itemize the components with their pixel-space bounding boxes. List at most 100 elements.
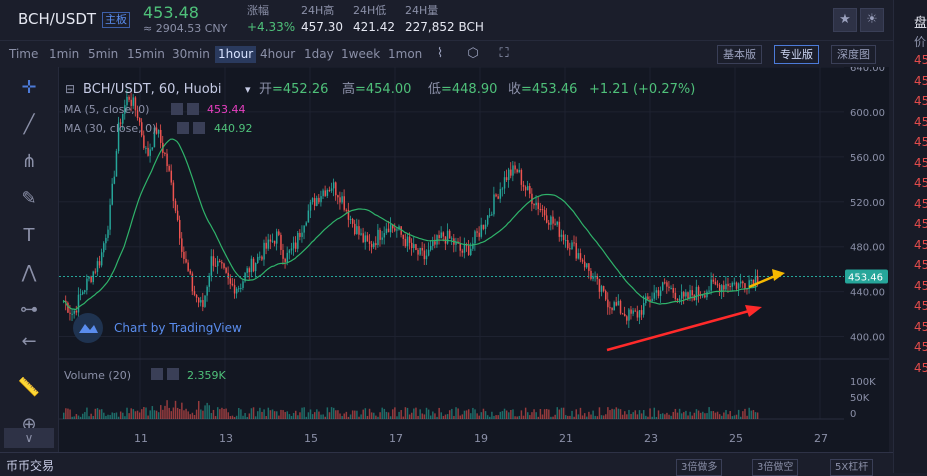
volume-bar xyxy=(400,410,402,419)
volume-bar xyxy=(206,402,208,419)
ruler-icon[interactable]: 📏 xyxy=(17,377,41,398)
crosshair-icon[interactable]: ✛ xyxy=(21,77,37,98)
volume-bar xyxy=(676,412,679,419)
candle-body xyxy=(157,129,160,134)
tf-1min[interactable]: 1min xyxy=(49,47,80,61)
depth-chart-button[interactable]: 深度图 xyxy=(831,45,876,64)
candle-body xyxy=(309,202,312,211)
price-axis[interactable] xyxy=(844,67,889,452)
tf-1day[interactable]: 1day xyxy=(304,47,334,61)
candle-body xyxy=(358,226,360,235)
trendline-icon[interactable]: ╱ xyxy=(23,114,35,135)
long-3x-button[interactable]: 3倍做多 xyxy=(676,459,723,476)
legend-symbol-caret[interactable]: ▾ xyxy=(245,83,251,96)
candle-body xyxy=(626,316,628,321)
volume-bar xyxy=(128,413,130,419)
volume-bar xyxy=(602,415,605,419)
volume-bar xyxy=(497,415,499,419)
volume-bar xyxy=(193,415,196,419)
settings-icon[interactable]: ⬡ xyxy=(467,46,479,61)
orderbook-price: 45 xyxy=(914,114,927,129)
volume-bar xyxy=(461,414,464,419)
brush-icon[interactable]: ✎ xyxy=(21,188,37,209)
chart-canvas[interactable]: 640.00 600.00 560.00 520.00 480.00 440.00 400.… xyxy=(59,63,889,452)
volume-bar xyxy=(246,416,248,419)
candle-body xyxy=(733,282,736,284)
pro-version-button[interactable]: 专业版 xyxy=(774,45,819,64)
ma30-settings-icon[interactable] xyxy=(177,122,189,134)
ma5-settings-icon[interactable] xyxy=(171,103,183,115)
volume-bar xyxy=(448,410,451,419)
leverage-5x-button[interactable]: 5X杠杆 xyxy=(830,459,874,476)
theme-toggle-icon[interactable]: ☀ xyxy=(860,8,884,32)
tf-15min[interactable]: 15min xyxy=(127,47,165,61)
candle-body xyxy=(491,214,493,216)
candle-body xyxy=(170,170,173,183)
pattern-icon[interactable]: ⋀ xyxy=(21,262,37,283)
tf-1week[interactable]: 1week xyxy=(341,47,381,61)
tradingview-watermark[interactable]: Chart by TradingView xyxy=(114,321,242,335)
volume-bar xyxy=(385,411,388,419)
tf-30min[interactable]: 30min xyxy=(172,47,210,61)
ma30-close-icon[interactable] xyxy=(193,122,205,134)
volume-bar xyxy=(626,414,628,419)
candle-body xyxy=(221,262,223,264)
tf-5min[interactable]: 5min xyxy=(88,47,119,61)
candle-body xyxy=(141,122,143,136)
ma5-close-icon[interactable] xyxy=(187,103,199,115)
tf-time[interactable]: Time xyxy=(9,47,39,61)
candle-body xyxy=(484,224,487,229)
volume-tick-label: 50K xyxy=(850,393,870,404)
fullscreen-icon[interactable]: ⛶ xyxy=(499,46,509,61)
candle-body xyxy=(368,241,371,244)
spot-trading-tab[interactable]: 币币交易 xyxy=(6,459,55,473)
volume-settings-icon[interactable] xyxy=(151,368,163,380)
pair-name[interactable]: BCH/USDT xyxy=(18,10,97,28)
volume-bar xyxy=(491,411,493,419)
candle-body xyxy=(126,96,128,106)
tf-1hour[interactable]: 1hour xyxy=(215,46,257,63)
tf-1mon[interactable]: 1mon xyxy=(388,47,423,61)
price-chart[interactable]: 640.00 600.00 560.00 520.00 480.00 440.00 400.… xyxy=(59,63,889,452)
candle-body xyxy=(252,258,255,272)
volume-bar xyxy=(737,409,740,419)
volume-bar xyxy=(366,415,369,419)
candle-body xyxy=(478,232,480,237)
candle-body xyxy=(305,222,308,226)
ma5-label[interactable]: MA (5, close, 0) xyxy=(64,103,149,116)
chevron-down-icon[interactable]: ∨ xyxy=(4,428,54,448)
volume-bar xyxy=(590,414,592,419)
pitchfork-icon[interactable]: ⋔ xyxy=(21,151,37,172)
red-arrow xyxy=(606,309,750,352)
volume-close-icon[interactable] xyxy=(167,368,179,380)
candle-body xyxy=(501,188,504,190)
basic-version-button[interactable]: 基本版 xyxy=(717,45,762,64)
candle-body xyxy=(202,300,204,307)
candle-body xyxy=(242,281,244,288)
candle-body xyxy=(718,284,721,293)
legend-symbol[interactable]: BCH/USDT, 60, Huobi xyxy=(83,82,222,97)
measure-icon[interactable]: ⊶ xyxy=(20,299,38,320)
volume-bar xyxy=(166,400,168,419)
legend-collapse-icon[interactable]: ⊟ xyxy=(65,82,75,96)
text-icon[interactable]: T xyxy=(23,225,35,246)
candle-body xyxy=(174,200,177,211)
candle-body xyxy=(664,282,666,284)
orderbook-price: 45 xyxy=(914,360,927,375)
ma30-label[interactable]: MA (30, close, 0) xyxy=(64,122,156,135)
candle-body xyxy=(446,230,449,244)
tf-4hour[interactable]: 4hour xyxy=(260,47,296,61)
volume-bar xyxy=(231,415,234,419)
star-icon[interactable]: ★ xyxy=(833,8,857,32)
short-3x-button[interactable]: 3倍做空 xyxy=(752,459,799,476)
candle-body xyxy=(605,290,607,300)
candle-body xyxy=(518,169,521,173)
candle-body xyxy=(687,292,689,299)
volume-bar xyxy=(470,413,472,419)
candle-body xyxy=(659,290,662,296)
candle-body xyxy=(562,234,565,241)
back-arrow-icon[interactable]: ← xyxy=(21,331,37,352)
volume-bar xyxy=(292,412,295,419)
indicator-icon[interactable]: ⌇ xyxy=(436,46,444,61)
volume-label[interactable]: Volume (20) xyxy=(64,369,131,382)
